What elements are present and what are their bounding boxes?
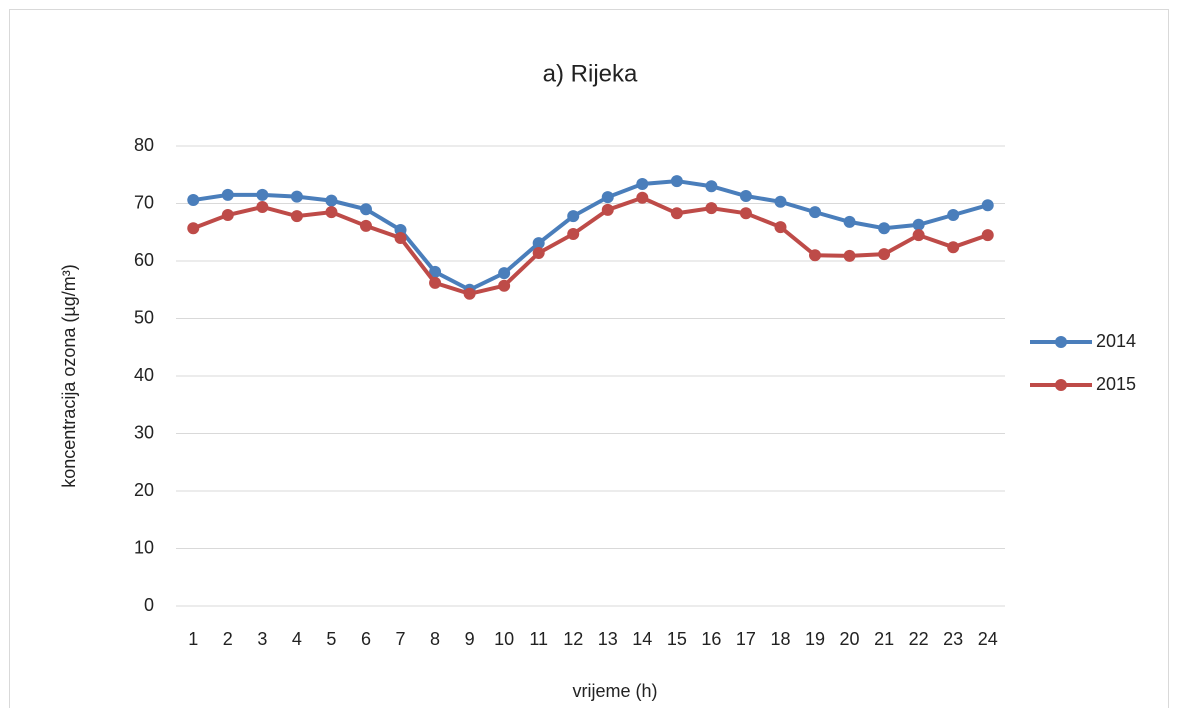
data-point — [463, 287, 476, 300]
x-tick-label: 10 — [494, 629, 514, 649]
data-point — [325, 206, 338, 219]
data-point — [567, 227, 580, 240]
x-tick-label: 3 — [257, 629, 267, 649]
data-point — [670, 175, 683, 188]
data-point — [739, 207, 752, 220]
data-point — [981, 199, 994, 212]
data-point — [221, 188, 234, 201]
data-point — [290, 210, 303, 223]
y-tick-label: 80 — [134, 135, 154, 155]
data-point — [912, 229, 925, 242]
data-point — [774, 221, 787, 234]
x-tick-label: 7 — [396, 629, 406, 649]
x-tick-label: 1 — [188, 629, 198, 649]
data-point — [325, 194, 338, 207]
data-point — [601, 203, 614, 216]
chart-title: a) Rijeka — [543, 60, 638, 87]
x-tick-label: 6 — [361, 629, 371, 649]
data-point — [705, 202, 718, 215]
chart-border — [9, 9, 1169, 708]
x-tick-label: 9 — [465, 629, 475, 649]
data-point — [739, 190, 752, 203]
legend-marker — [1055, 379, 1067, 391]
data-point — [878, 222, 891, 235]
data-point — [290, 190, 303, 203]
x-tick-label: 17 — [736, 629, 756, 649]
data-point — [359, 203, 372, 216]
x-tick-label: 5 — [326, 629, 336, 649]
y-tick-label: 70 — [134, 192, 154, 212]
legend-label: 2014 — [1096, 331, 1136, 351]
data-point — [429, 276, 442, 289]
y-tick-label: 20 — [134, 480, 154, 500]
x-tick-label: 2 — [223, 629, 233, 649]
y-tick-label: 10 — [134, 537, 154, 557]
x-tick-label: 4 — [292, 629, 302, 649]
x-axis-label: vrijeme (h) — [572, 681, 657, 701]
x-tick-label: 11 — [529, 629, 548, 649]
legend-marker — [1055, 336, 1067, 348]
data-point — [981, 229, 994, 242]
data-point — [774, 195, 787, 208]
data-point — [843, 249, 856, 262]
x-tick-label: 19 — [805, 629, 825, 649]
data-point — [809, 206, 822, 219]
x-tick-label: 15 — [667, 629, 687, 649]
x-tick-label: 18 — [770, 629, 790, 649]
data-point — [567, 210, 580, 223]
data-point — [187, 222, 200, 235]
x-tick-label: 16 — [701, 629, 721, 649]
x-tick-label: 20 — [840, 629, 860, 649]
x-tick-label: 21 — [874, 629, 894, 649]
data-point — [705, 180, 718, 193]
data-point — [947, 241, 960, 254]
data-point — [878, 248, 891, 261]
y-axis-label: koncentracija ozona (µg/m³) — [59, 264, 79, 487]
data-point — [532, 237, 545, 250]
x-tick-label: 13 — [598, 629, 618, 649]
data-point — [256, 188, 269, 201]
y-tick-label: 40 — [134, 365, 154, 385]
data-point — [636, 191, 649, 204]
y-tick-label: 0 — [144, 595, 154, 615]
data-point — [601, 191, 614, 204]
x-tick-label: 14 — [632, 629, 652, 649]
data-point — [256, 200, 269, 213]
data-point — [532, 246, 545, 259]
data-point — [394, 232, 407, 244]
data-point — [947, 209, 960, 221]
x-tick-label: 23 — [943, 629, 963, 649]
data-point — [809, 249, 822, 262]
data-point — [843, 215, 856, 228]
y-tick-label: 60 — [134, 250, 154, 270]
x-tick-label: 22 — [909, 629, 929, 649]
data-point — [221, 209, 234, 221]
data-point — [429, 265, 442, 278]
data-point — [912, 218, 925, 231]
y-tick-label: 50 — [134, 307, 154, 327]
data-point — [636, 177, 649, 190]
data-point — [498, 267, 511, 280]
x-tick-label: 8 — [430, 629, 440, 649]
data-point — [187, 194, 200, 207]
y-tick-label: 30 — [134, 422, 154, 442]
legend-label: 2015 — [1096, 374, 1136, 394]
data-point — [359, 219, 372, 232]
x-tick-label: 24 — [978, 629, 998, 649]
x-tick-label: 12 — [563, 629, 583, 649]
data-point — [498, 279, 511, 292]
data-point — [670, 207, 683, 220]
